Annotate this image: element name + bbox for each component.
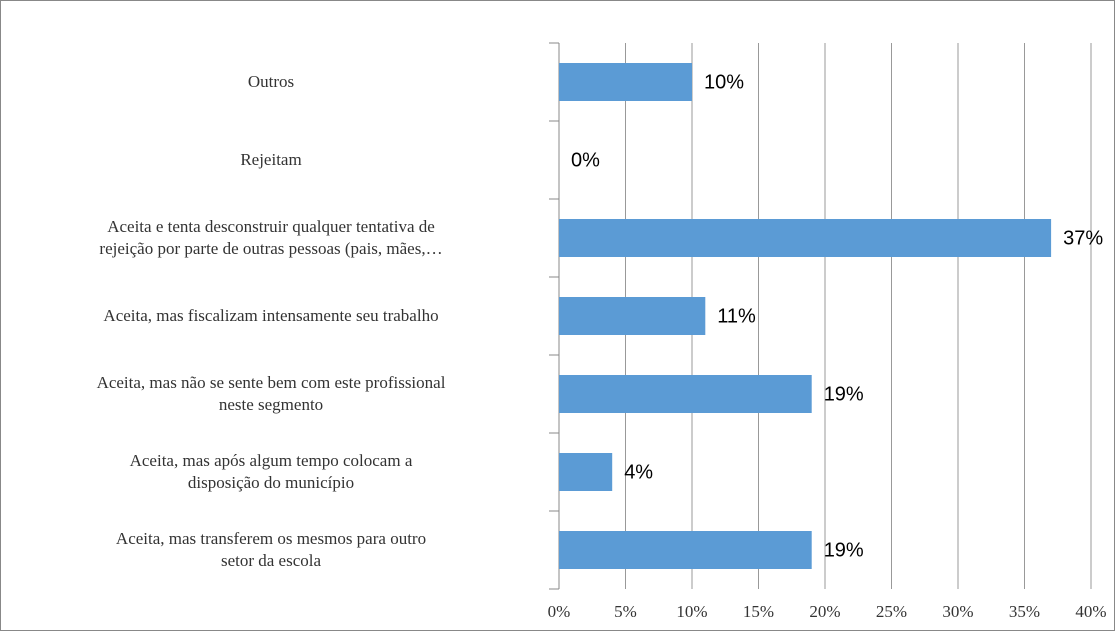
- y-tick-label: Rejeitam: [240, 150, 302, 169]
- x-tick-label: 30%: [942, 602, 973, 621]
- y-tick-label: Aceita, mas após algum tempo colocam a d…: [129, 451, 413, 492]
- value-label: 4%: [624, 461, 653, 483]
- bar: [559, 219, 1052, 257]
- value-label: 10%: [704, 71, 744, 93]
- y-tick-label: Aceita, mas transferem os mesmos para ou…: [115, 529, 427, 570]
- value-label: 0%: [571, 149, 600, 171]
- value-label: 19%: [824, 539, 864, 561]
- y-tick-label: Aceita, mas fiscalizam intensamente seu …: [103, 306, 439, 325]
- value-label: 11%: [717, 305, 756, 327]
- value-label: 19%: [824, 383, 864, 405]
- x-tick-label: 0%: [548, 602, 571, 621]
- x-tick-label: 10%: [676, 602, 707, 621]
- x-tick-label: 5%: [614, 602, 637, 621]
- y-tick-label: Outros: [247, 72, 295, 91]
- value-label: 37%: [1063, 227, 1103, 249]
- x-tick-label: 15%: [743, 602, 774, 621]
- bar: [559, 531, 812, 569]
- x-tick-label: 25%: [876, 602, 907, 621]
- bar: [559, 63, 692, 101]
- x-tick-label: 20%: [809, 602, 840, 621]
- x-tick-label: 40%: [1075, 602, 1106, 621]
- y-tick-label: Aceita, mas não se sente bem com este pr…: [96, 373, 446, 414]
- x-tick-label: 35%: [1009, 602, 1040, 621]
- bar: [559, 453, 613, 491]
- y-tick-label: Aceita e tenta desconstruir qualquer ten…: [99, 217, 443, 258]
- bar: [559, 297, 706, 335]
- bar: [559, 375, 812, 413]
